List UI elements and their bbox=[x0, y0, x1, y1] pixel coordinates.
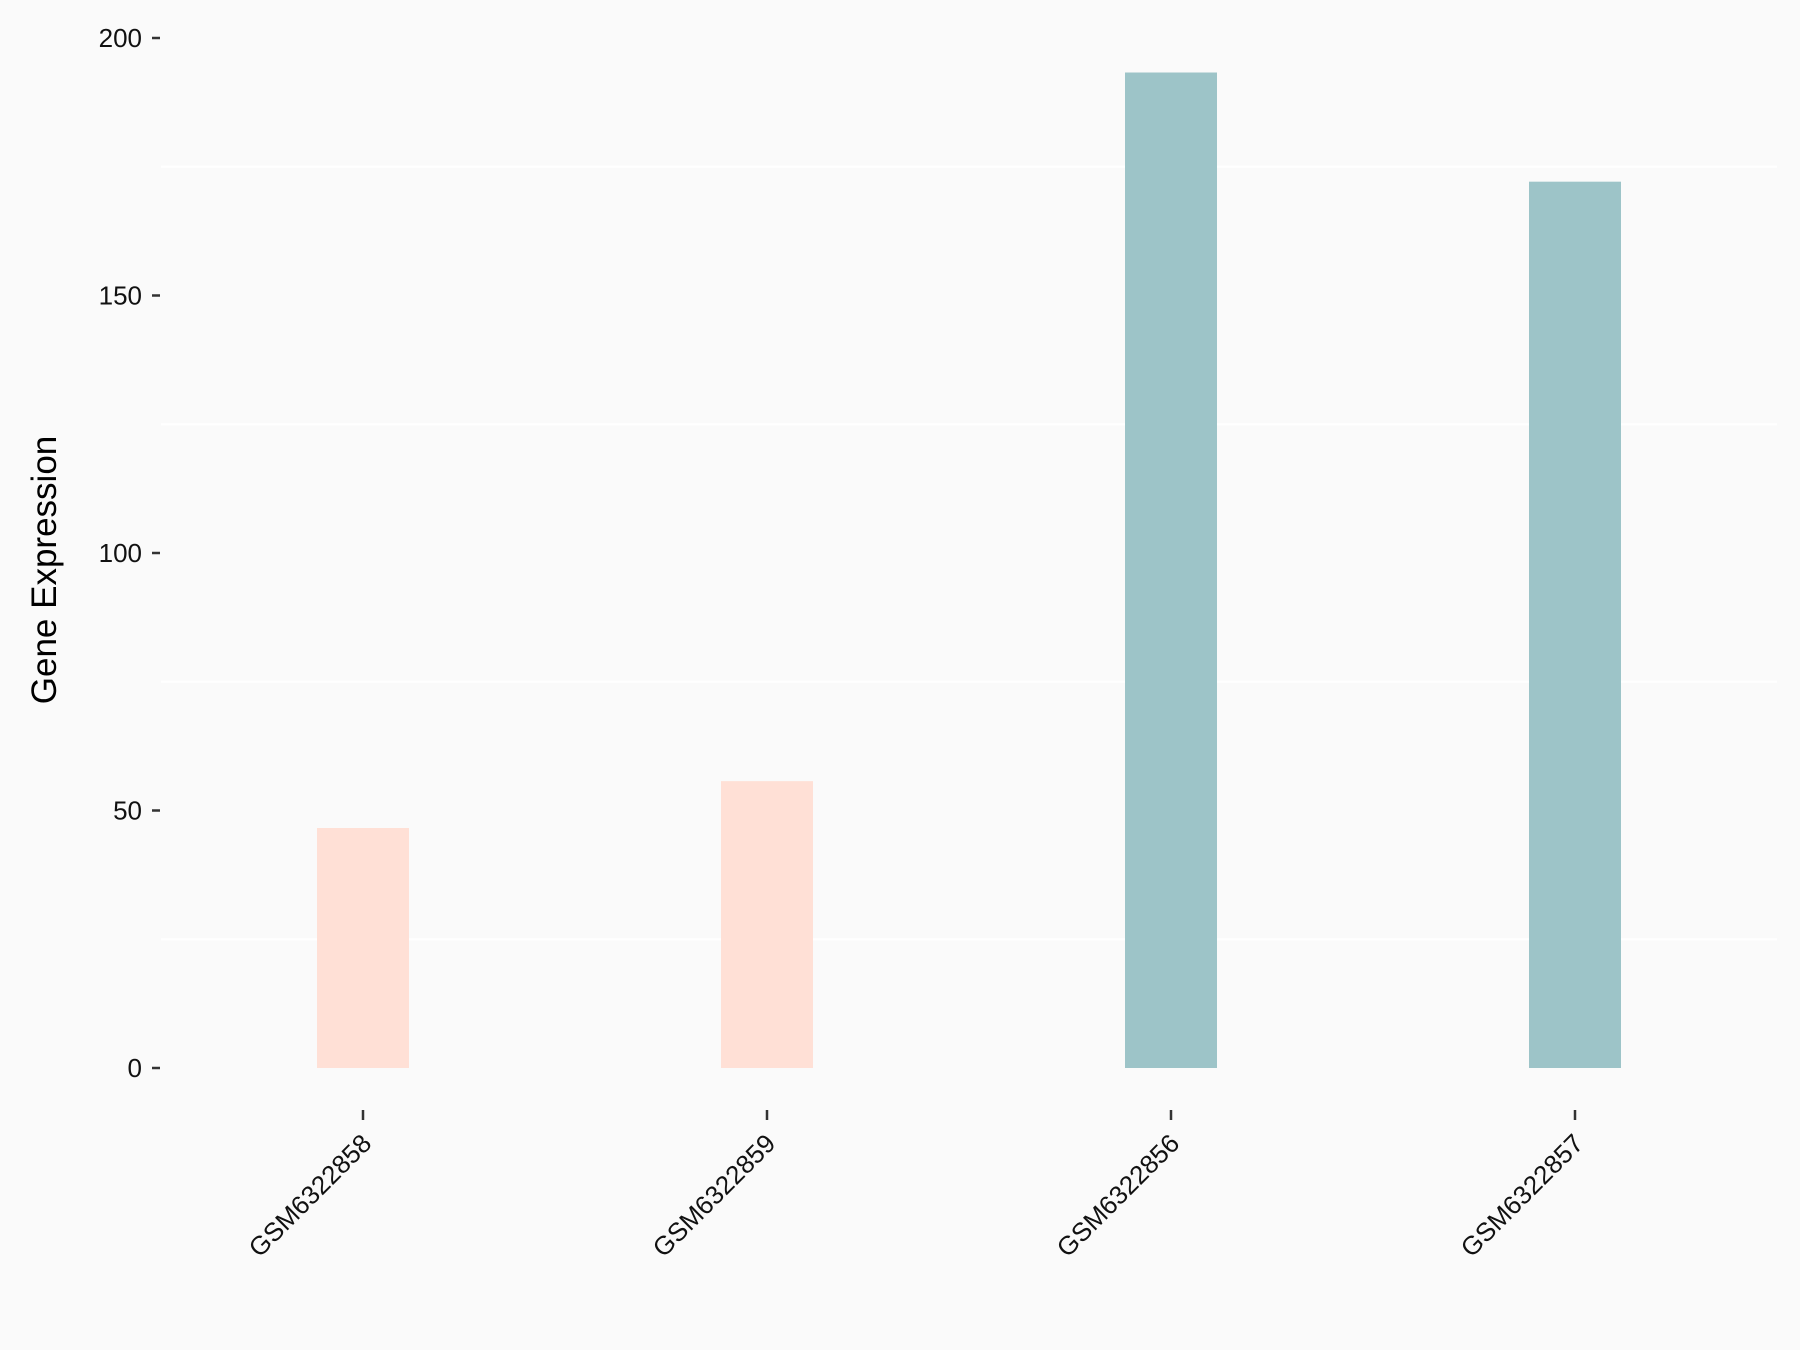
x-tick-label: GSM6322857 bbox=[1455, 1128, 1590, 1263]
bar-GSM6322856 bbox=[1125, 72, 1217, 1068]
bar-GSM6322858 bbox=[317, 828, 409, 1068]
x-axis: GSM6322858 GSM6322859 GSM6322856 GSM6322857 bbox=[243, 1110, 1590, 1263]
y-tick-label: 50 bbox=[113, 796, 142, 826]
bar-GSM6322859 bbox=[721, 781, 813, 1068]
x-tick-label: GSM6322858 bbox=[243, 1128, 378, 1263]
bar-GSM6322857 bbox=[1529, 181, 1621, 1068]
x-tick-label: GSM6322856 bbox=[1051, 1128, 1186, 1263]
bars bbox=[317, 72, 1621, 1068]
gridlines bbox=[161, 165, 1777, 941]
y-tick-label: 150 bbox=[99, 281, 142, 311]
x-tick-label: GSM6322859 bbox=[647, 1128, 782, 1263]
y-tick-label: 0 bbox=[128, 1053, 142, 1083]
y-tick-label: 100 bbox=[99, 538, 142, 568]
y-axis-title: Gene Expression bbox=[25, 436, 64, 704]
y-axis: 0 50 100 150 200 bbox=[99, 23, 160, 1083]
y-tick-label: 200 bbox=[99, 23, 142, 53]
